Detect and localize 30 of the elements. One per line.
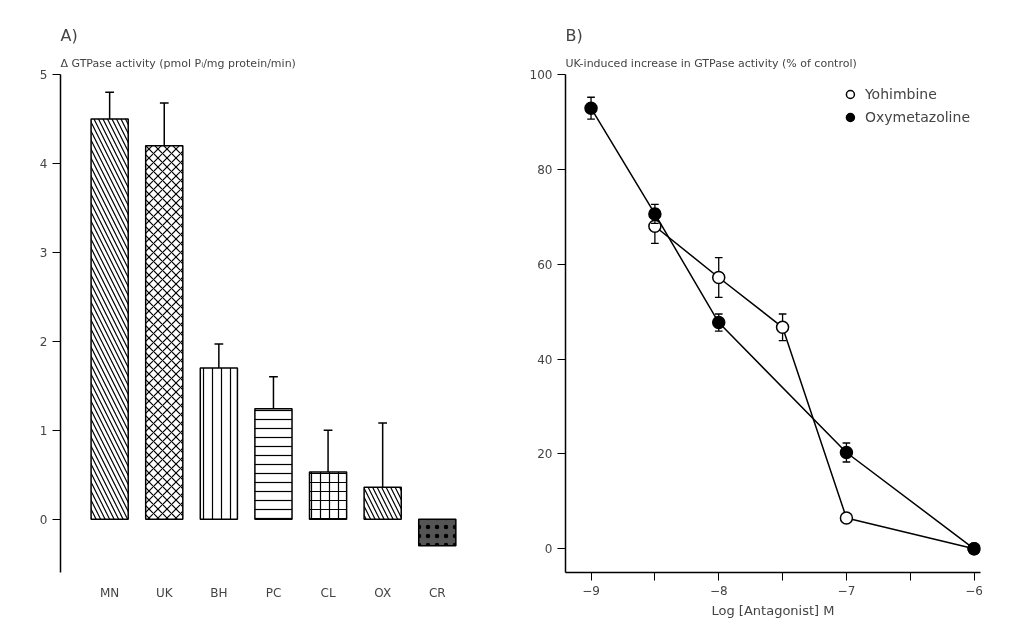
y-tick-label: 3 bbox=[39, 245, 48, 260]
y-tick-label: 60 bbox=[537, 257, 553, 272]
x-tick-label: −7 bbox=[837, 583, 856, 598]
legend-label: Yohimbine bbox=[864, 86, 937, 102]
y-tick-label: 1 bbox=[39, 423, 48, 438]
x-tick-label: CL bbox=[320, 585, 336, 600]
x-axis-title: Log [Antagonist] M bbox=[711, 602, 835, 618]
y-tick-label: 100 bbox=[529, 68, 553, 82]
y-axis-title: Δ GTPase activity (pmol Pᵢ/mg protein/min) bbox=[60, 56, 296, 70]
x-tick-label: PC bbox=[265, 585, 282, 600]
x-tick-label: OX bbox=[374, 585, 392, 600]
chart-title: A) bbox=[60, 25, 78, 45]
y-tick-label: 80 bbox=[537, 162, 553, 177]
y-tick-label: 4 bbox=[39, 156, 48, 171]
legend-label: Oxymetazoline bbox=[864, 109, 970, 125]
y-tick-label: 40 bbox=[537, 352, 553, 367]
y-tick-label: 20 bbox=[537, 447, 553, 462]
x-tick-label: UK bbox=[155, 585, 174, 600]
x-tick-label: MN bbox=[99, 585, 120, 600]
y-tick-label: 0 bbox=[39, 512, 48, 527]
y-tick-label: 2 bbox=[39, 334, 48, 349]
x-tick-label: −8 bbox=[709, 583, 728, 598]
y-tick-label: 5 bbox=[39, 68, 48, 82]
x-tick-label: −9 bbox=[582, 583, 600, 598]
chart-title: B) bbox=[565, 25, 583, 45]
x-tick-label: BH bbox=[210, 585, 228, 600]
y-axis-title: UK-induced increase in GTPase activity (% of control) bbox=[565, 56, 857, 70]
x-tick-label: CR bbox=[428, 585, 446, 600]
x-tick-label: −6 bbox=[965, 583, 983, 598]
y-tick-label: 0 bbox=[544, 542, 553, 557]
